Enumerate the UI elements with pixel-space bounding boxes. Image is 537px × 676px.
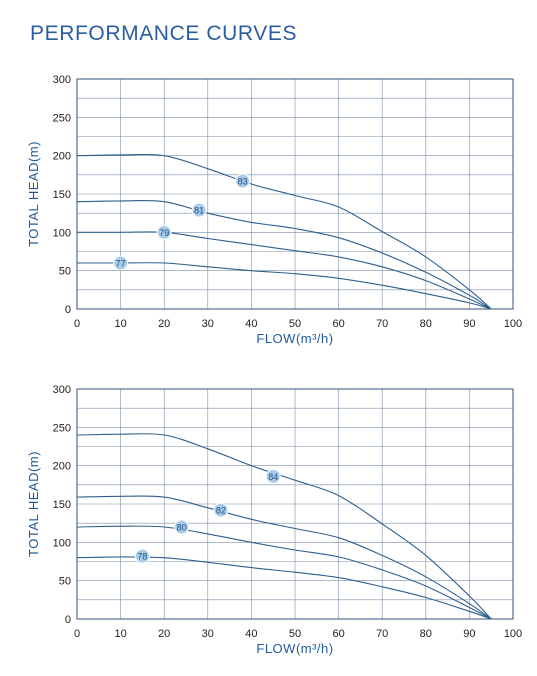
curve-line xyxy=(77,201,491,309)
chart-top: 0 10 20 30 40 50 60 70 80 90 100 0 50 100 150 200 250 300… xyxy=(26,74,522,346)
x-tick-label: 10 xyxy=(114,318,126,330)
curve-badge-label: 78 xyxy=(137,552,147,562)
x-tick-label: 60 xyxy=(332,628,344,640)
curve-line xyxy=(77,263,491,309)
x-tick-label: 30 xyxy=(202,628,214,640)
y-axis-title: TOTAL HEAD(m) xyxy=(26,451,41,557)
y-tick-label: 100 xyxy=(53,537,71,549)
x-tick-label: 10 xyxy=(114,628,126,640)
curve-badge-label: 83 xyxy=(238,176,248,186)
x-tick-label: 90 xyxy=(463,628,475,640)
x-tick-label: 100 xyxy=(504,628,522,640)
curve-badge-label: 79 xyxy=(159,228,169,238)
y-tick-label: 150 xyxy=(53,189,71,201)
x-axis-title: FLOW(m³/h) xyxy=(256,331,333,346)
y-tick-label: 0 xyxy=(65,304,71,316)
x-tick-label: 70 xyxy=(376,628,388,640)
x-axis-title: FLOW(m³/h) xyxy=(256,641,333,656)
y-tick-label: 50 xyxy=(59,266,71,278)
x-tick-label: 50 xyxy=(289,318,301,330)
x-tick-label: 20 xyxy=(158,318,170,330)
x-tick-label: 40 xyxy=(245,628,257,640)
y-tick-label: 150 xyxy=(53,499,71,511)
y-tick-label: 50 xyxy=(59,576,71,588)
curve-line xyxy=(77,526,491,619)
y-tick-label: 100 xyxy=(53,227,71,239)
x-tick-label: 70 xyxy=(376,318,388,330)
y-tick-label: 200 xyxy=(53,151,71,163)
y-tick-label: 300 xyxy=(53,384,71,396)
x-tick-label: 60 xyxy=(332,318,344,330)
y-axis-title: TOTAL HEAD(m) xyxy=(26,141,41,247)
x-tick-label: 0 xyxy=(74,318,80,330)
x-tick-label: 30 xyxy=(202,318,214,330)
x-tick-label: 0 xyxy=(74,628,80,640)
x-tick-label: 20 xyxy=(158,628,170,640)
curve-badge-label: 84 xyxy=(268,472,278,482)
curve-badge-label: 81 xyxy=(194,206,204,216)
x-tick-label: 50 xyxy=(289,628,301,640)
y-tick-label: 0 xyxy=(65,614,71,626)
curve-badge-label: 80 xyxy=(177,523,187,533)
x-tick-label: 80 xyxy=(420,628,432,640)
y-tick-label: 250 xyxy=(53,422,71,434)
y-tick-label: 200 xyxy=(53,461,71,473)
curve-badge-label: 82 xyxy=(216,506,226,516)
x-tick-label: 80 xyxy=(420,318,432,330)
y-tick-label: 300 xyxy=(53,74,71,86)
curve-badge-label: 77 xyxy=(116,259,126,269)
y-tick-label: 250 xyxy=(53,112,71,124)
chart-bottom: 0 10 20 30 40 50 60 70 80 90 100 0 50 100 150 200 250 300… xyxy=(26,384,522,656)
x-tick-label: 40 xyxy=(245,318,257,330)
x-tick-label: 90 xyxy=(463,318,475,330)
x-tick-label: 100 xyxy=(504,318,522,330)
